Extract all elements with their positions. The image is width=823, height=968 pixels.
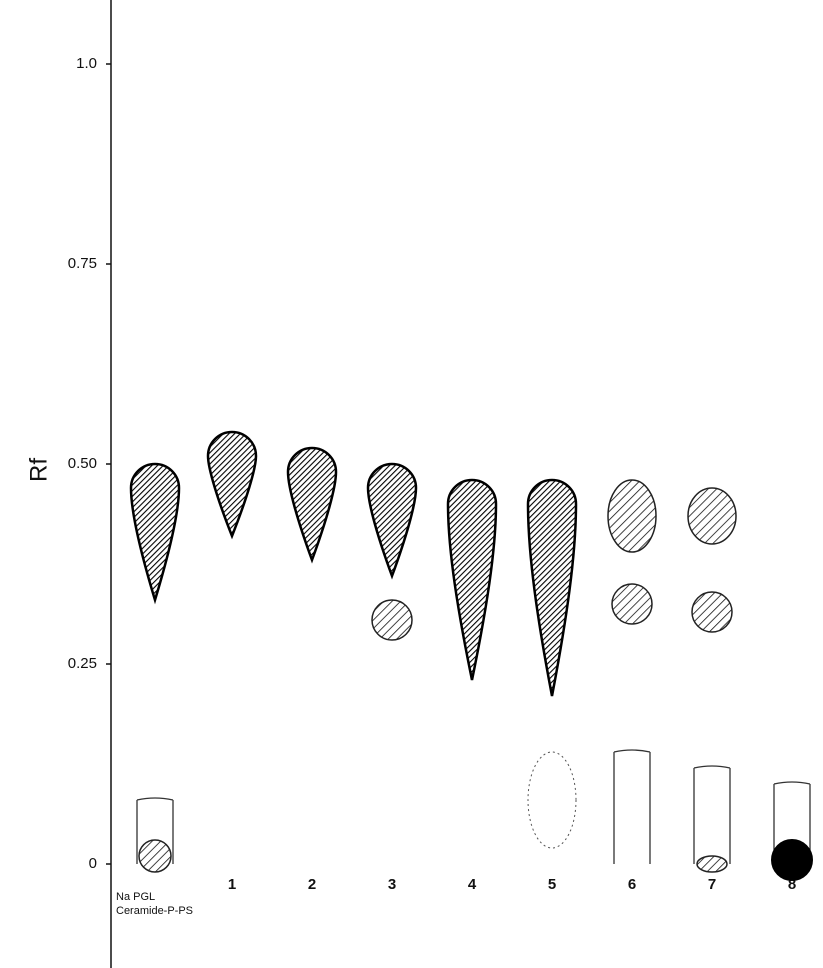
lane-label: 1	[228, 876, 236, 893]
spot	[687, 487, 737, 545]
lane-label: 6	[628, 876, 636, 893]
spot	[611, 583, 653, 625]
spot	[371, 599, 413, 641]
spot	[366, 462, 418, 580]
spot	[771, 839, 813, 881]
y-tick-label: 1.0	[76, 55, 97, 72]
y-tick-label: 0.75	[68, 255, 97, 272]
spot	[286, 446, 338, 564]
reference-label: Na PGL	[116, 891, 155, 903]
spot	[138, 839, 172, 873]
reference-label: Ceramide-P-PS	[116, 905, 193, 917]
spot	[446, 478, 498, 681]
spot	[526, 478, 578, 697]
spot	[607, 479, 657, 553]
origin-streak	[693, 765, 731, 864]
lane-label: 7	[708, 876, 716, 893]
spot	[129, 462, 181, 605]
y-axis-label: Rf	[25, 458, 52, 482]
lane-label: 8	[788, 876, 796, 893]
spot	[206, 430, 258, 540]
lane-label: 4	[468, 876, 477, 893]
origin-streak	[136, 797, 174, 864]
lane-label: 3	[388, 876, 396, 893]
spot	[527, 751, 577, 849]
lane-label: 5	[548, 876, 556, 893]
spot	[696, 855, 728, 873]
y-tick-label: 0.25	[68, 655, 97, 672]
spot	[691, 591, 733, 633]
origin-streak	[613, 749, 651, 864]
y-tick-label: 0.50	[68, 455, 97, 472]
lane-label: 2	[308, 876, 316, 893]
y-tick-label: 0	[89, 855, 97, 872]
